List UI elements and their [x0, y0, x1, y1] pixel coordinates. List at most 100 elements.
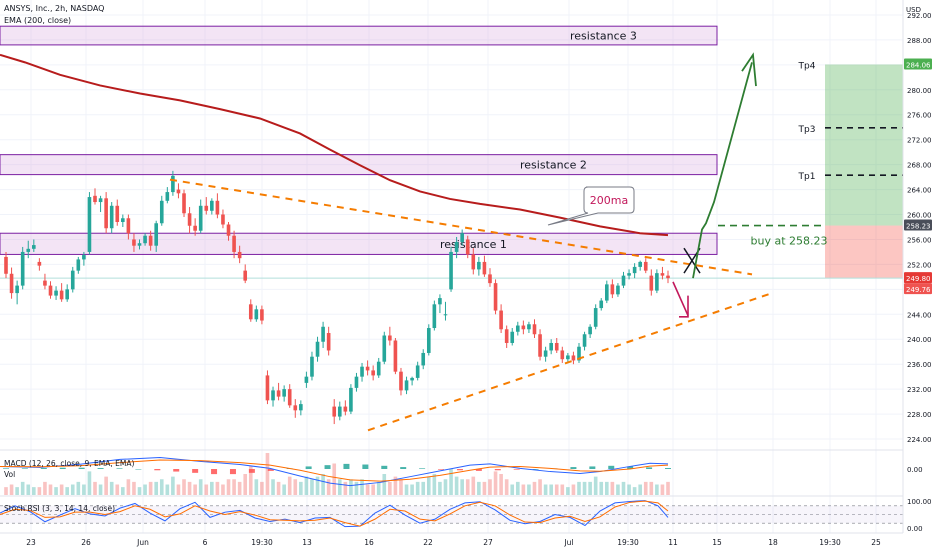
volume-bar	[410, 484, 414, 495]
candle-body	[148, 235, 153, 246]
volume-bar	[204, 484, 209, 495]
candle-body	[276, 390, 281, 397]
time-tick-label: 18	[768, 538, 778, 547]
macd-histogram-bar	[21, 468, 28, 469]
volume-bar	[460, 479, 464, 495]
bullish-arrow-head	[741, 52, 757, 87]
volume-bar	[432, 474, 437, 495]
volume-bar	[32, 487, 36, 495]
volume-bar	[538, 479, 542, 495]
candle-body	[621, 275, 626, 286]
currency-label: USD	[906, 6, 921, 14]
candle-body	[582, 334, 587, 347]
candle-body	[332, 406, 337, 417]
price-tick-label: 236.00	[907, 361, 932, 369]
macd-histogram-bar	[608, 465, 615, 469]
macd-histogram-bar	[589, 466, 596, 469]
loss-zone	[825, 225, 903, 279]
macd-histogram-bar	[116, 468, 123, 469]
volume-bar	[87, 471, 92, 495]
candle-body	[543, 350, 548, 357]
price-tick-label: 280.00	[907, 87, 932, 95]
volume-bar	[98, 484, 103, 495]
candles	[4, 170, 670, 425]
price-badge	[904, 283, 932, 295]
candle-body	[549, 342, 553, 351]
candle-body	[660, 273, 665, 276]
volume-bar	[226, 479, 231, 495]
volume-bar	[59, 484, 64, 495]
volume-bar	[321, 474, 325, 495]
time-tick-label: 22	[423, 538, 433, 547]
candle-body	[198, 205, 203, 231]
macd-histogram-bar	[173, 469, 180, 472]
candle-body	[482, 261, 487, 275]
macd-histogram-bar	[211, 469, 218, 475]
time-tick-label: 27	[483, 538, 493, 547]
candle-body	[638, 261, 642, 267]
candle-body	[37, 261, 42, 266]
macd-histogram-bar	[324, 465, 331, 469]
time-tick-label: 19:30	[251, 538, 273, 547]
volume-bar	[610, 481, 615, 495]
candle-body	[154, 223, 159, 246]
candle-body	[232, 235, 236, 252]
candle-body	[243, 270, 248, 281]
volume-bar	[649, 481, 654, 495]
candle-body	[454, 241, 459, 252]
price-tick-label: 240.00	[907, 336, 932, 344]
macd-histogram-bar	[97, 468, 104, 469]
candle-body	[98, 198, 103, 203]
candle-body	[271, 390, 275, 401]
volume-bar	[388, 481, 392, 495]
macd-histogram-bar	[400, 467, 407, 469]
candle-body	[326, 333, 331, 351]
macd-histogram-bar	[456, 469, 463, 471]
macd-histogram-bar	[3, 468, 9, 469]
price-badge	[904, 58, 932, 70]
volume-bar	[48, 484, 53, 495]
candle-body	[226, 224, 231, 236]
candle-body	[132, 239, 136, 246]
volume-bar	[421, 481, 426, 495]
macd-histogram-bar	[438, 469, 445, 470]
volume-bar	[148, 481, 153, 495]
candle-body	[588, 326, 592, 335]
volume-bar	[243, 474, 248, 495]
volume-bar	[404, 484, 409, 495]
volume-bar	[660, 484, 665, 495]
candle-body	[343, 406, 348, 412]
candle-body	[426, 328, 431, 353]
time-tick-label: 11	[668, 538, 678, 547]
candle-body	[87, 197, 92, 252]
candle-body	[538, 334, 542, 357]
time-axis: 23 26 Jun 6 19:30 13 16 22 27 Jul 19:30 11 15 18 19:30…	[26, 538, 881, 547]
volume-bar	[248, 466, 253, 495]
volume-bar	[527, 484, 531, 495]
candle-body	[265, 375, 270, 401]
macd-histogram-bar	[532, 469, 539, 470]
candle-body	[315, 341, 320, 357]
candle-body	[655, 273, 659, 291]
resistance-label: resistance 2	[520, 159, 587, 172]
volume-bar	[454, 476, 459, 495]
stoch-tick-label: 0.00	[907, 525, 923, 533]
volume-bar	[104, 476, 108, 495]
volume-bar	[482, 481, 487, 495]
volume-bar	[282, 484, 286, 495]
candle-body	[666, 275, 670, 279]
volume-bar	[376, 481, 381, 495]
candle-body	[337, 406, 342, 417]
volume-bar	[471, 476, 476, 495]
candle-body	[126, 218, 131, 234]
price-tick-label: 276.00	[907, 112, 932, 120]
volume-bar	[365, 484, 370, 495]
volume-bar	[4, 487, 8, 495]
grid	[0, 0, 903, 533]
indicator-panes: MACD (12, 26, close, 9, EMA, EMA) Vol Stoc…	[0, 449, 903, 534]
volume-bar	[627, 484, 631, 495]
candle-body	[643, 261, 648, 271]
candle-body	[566, 355, 570, 360]
volume-bar	[287, 476, 292, 495]
